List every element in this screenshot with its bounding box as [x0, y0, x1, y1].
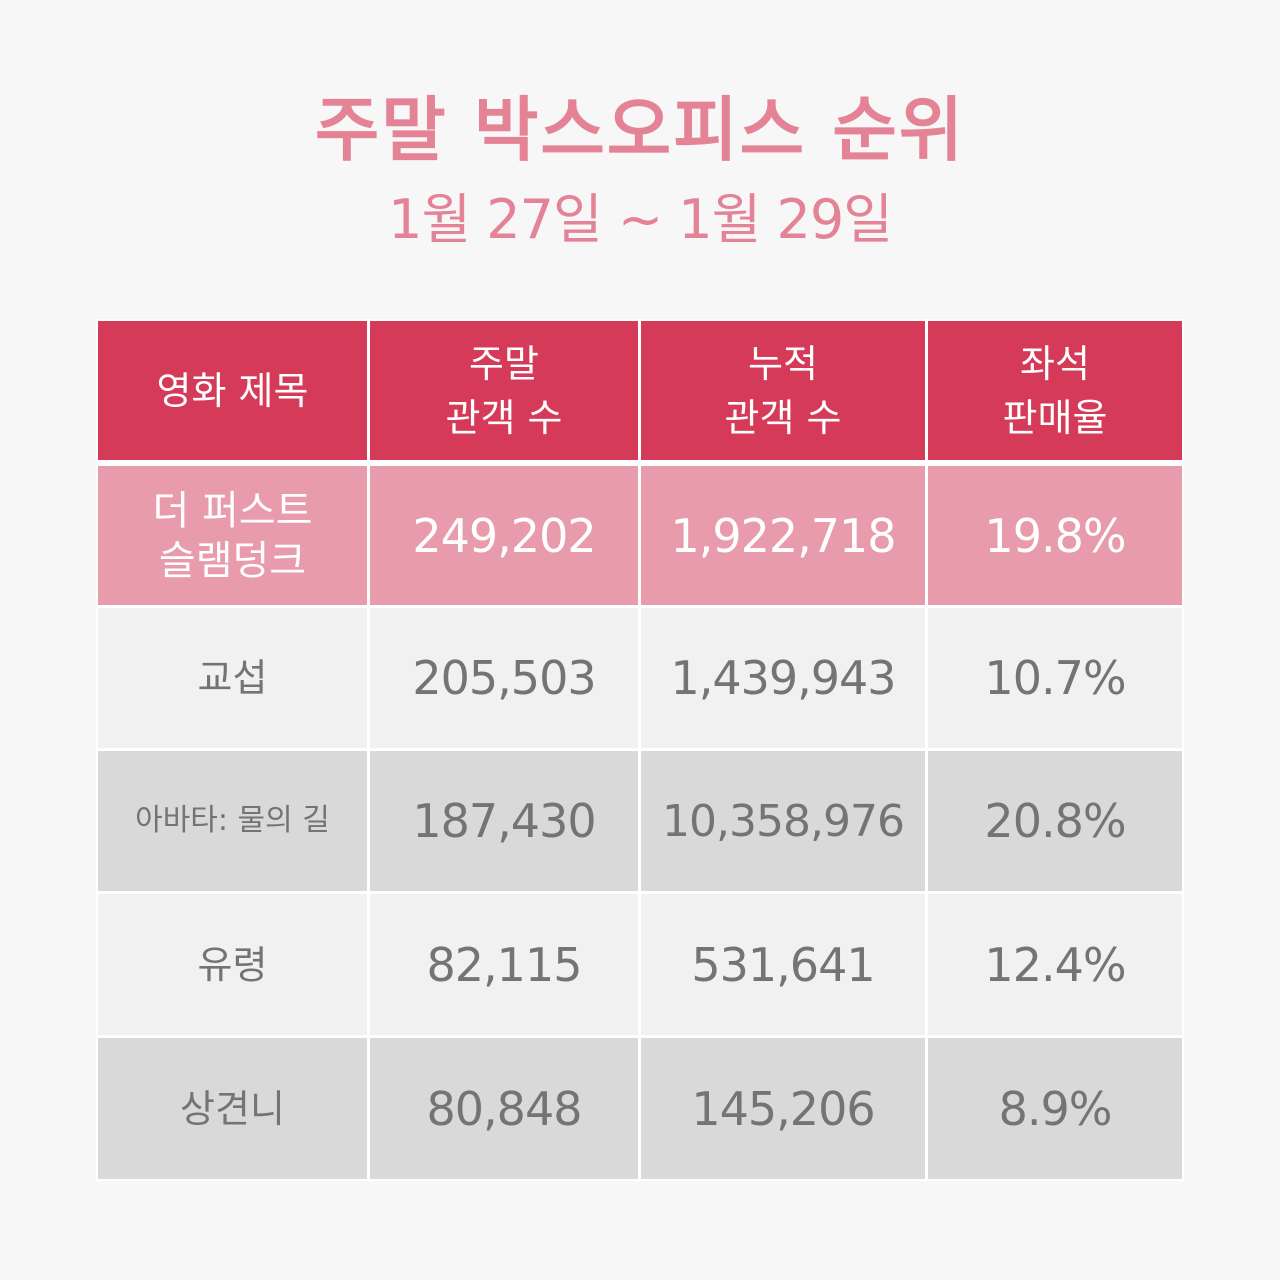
row-1-title-line1: 더 퍼스트: [152, 487, 313, 534]
col-header-seat-rate-line2: 판매율: [1002, 395, 1108, 440]
col-header-weekend: 주말 관객 수: [370, 321, 638, 460]
col-header-title-label: 영화 제목: [156, 368, 309, 413]
col-header-cumulative-line2: 관객 수: [724, 395, 842, 440]
row-3-seat-rate: 20.8%: [928, 751, 1182, 891]
row-5-weekend: 80,848: [370, 1038, 638, 1179]
row-1-cumulative: 1,922,718: [641, 466, 925, 605]
row-3-title: 아바타: 물의 길: [98, 751, 367, 891]
col-header-weekend-line2: 관객 수: [445, 395, 563, 440]
date-range: 1월 27일 ~ 1월 29일: [388, 188, 893, 251]
row-4-title: 유령: [98, 894, 367, 1035]
row-1-title: 더 퍼스트 슬램덩크: [98, 466, 367, 605]
row-1-title-line2: 슬램덩크: [158, 537, 307, 584]
row-2-weekend: 205,503: [370, 608, 638, 748]
row-4-weekend: 82,115: [370, 894, 638, 1035]
row-5-seat-rate: 8.9%: [928, 1038, 1182, 1179]
page-title: 주말 박스오피스 순위: [314, 89, 966, 171]
row-3-cumulative: 10,358,976: [641, 751, 925, 891]
col-header-cumulative-line1: 누적: [748, 341, 818, 386]
row-2-cumulative: 1,439,943: [641, 608, 925, 748]
row-5-title: 상견니: [98, 1038, 367, 1179]
row-2-seat-rate: 10.7%: [928, 608, 1182, 748]
col-header-seat-rate-line1: 좌석: [1020, 341, 1090, 386]
col-header-seat-rate: 좌석 판매율: [928, 321, 1182, 460]
row-4-cumulative: 531,641: [641, 894, 925, 1035]
row-1-weekend: 249,202: [370, 466, 638, 605]
row-3-weekend: 187,430: [370, 751, 638, 891]
row-4-seat-rate: 12.4%: [928, 894, 1182, 1035]
col-header-weekend-line1: 주말: [469, 341, 539, 386]
box-office-table: 영화 제목 주말 관객 수 누적 관객 수 좌석 판매율 더 퍼스트 슬램덩크 …: [96, 319, 1184, 1181]
row-5-cumulative: 145,206: [641, 1038, 925, 1179]
col-header-title: 영화 제목: [98, 321, 367, 460]
col-header-cumulative: 누적 관객 수: [641, 321, 925, 460]
row-1-seat-rate: 19.8%: [928, 466, 1182, 605]
row-2-title: 교섭: [98, 608, 367, 748]
